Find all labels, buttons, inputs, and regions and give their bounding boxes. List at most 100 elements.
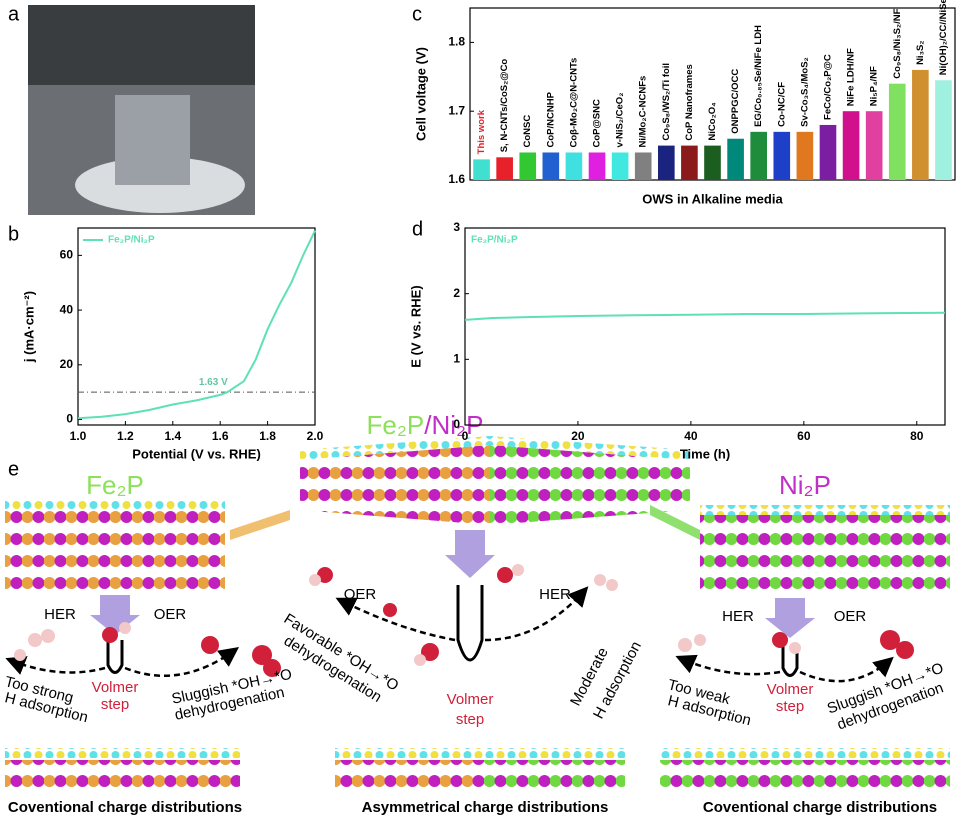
bar-label: Co-NC/CF [776,82,787,127]
bar-label: CoNSC [522,115,533,148]
bar [657,145,675,180]
fe2p-crystal [5,510,225,590]
ni2p-slab [660,760,950,794]
bar [473,159,490,180]
bar-label: EG/Co₀.₈₅Se/NiFe LDH [753,25,764,127]
y-tick-label: 0 [453,417,460,431]
path-curve [106,640,124,674]
charge-layer [660,748,950,758]
panel-label: e [8,458,19,480]
x-tick-label: 20 [571,429,585,443]
ni2p-crystal [490,445,690,525]
bar [912,69,929,180]
plot-frame [464,227,946,426]
panel-label: c [412,3,422,25]
charge-layer [5,748,240,758]
fe2p-crystal [300,445,490,525]
x-axis-title: OWS in Alkaline media [642,191,783,206]
bar-label: Ni₅P₄/NF [869,66,880,106]
bar [519,152,537,180]
oer-label: OER [834,608,867,625]
y-tick-label: 20 [60,357,74,371]
photo-bg [28,5,255,85]
y-tick-label: 0 [66,412,73,426]
y-axis-title: E (V vs. RHE) [408,285,423,367]
bar-label: S, N-CNTs/CoS₂@Co [499,59,510,153]
x-tick-label: 40 [684,429,698,443]
x-tick-label: 1.6 [212,429,229,443]
path-curve [781,643,799,677]
scheme-title: Ni₂P [779,470,831,500]
dashed-arrow [799,656,894,683]
panel-label: d [412,218,423,240]
bar [634,152,652,180]
cell [115,95,190,185]
volmer: step [456,711,484,728]
bar-label: Ni₃S₂ [915,40,926,64]
charge-layer [700,505,950,515]
x-tick-label: 60 [797,429,811,443]
volmer: step [101,696,129,713]
bar [681,145,698,180]
legend-entry: Fe₂P/Ni₂P [108,235,155,246]
her-label: HER [722,608,754,625]
link-arrow [650,505,700,540]
x-axis-title: Potential (V vs. RHE) [132,446,261,461]
charge-layer [300,436,690,460]
x-tick-label: 80 [910,429,924,443]
bar [565,152,583,180]
plot-frame [77,227,316,426]
y-tick-label: 1 [453,352,460,366]
bar [704,145,721,180]
scheme-title: Fe₂P [86,470,144,500]
bar-label: CoP Nanoframes [684,64,695,140]
legend-entry: Fe₂P/Ni₂P [471,235,518,246]
oer-label: OER [154,606,187,623]
dashed-arrow [5,656,106,675]
down-arrow [445,530,495,578]
title-part: Fe₂P [367,410,425,440]
y-tick-label: 1.7 [448,103,465,117]
caption: Coventional charge distributions [703,799,937,816]
volmer: step [776,698,804,715]
bar [888,83,906,180]
bar-label: Sv-Co₃S₄/MoS₂ [799,57,810,127]
caption: Coventional charge distributions [8,799,242,816]
dashed-arrow [675,654,781,676]
dashed-arrow [335,597,456,642]
bar-label: v-NiS₂/CeO₂ [615,93,626,148]
y-tick-label: 1.8 [448,35,465,49]
panel-label: b [8,223,19,245]
fe2p-slab [5,760,240,794]
x-tick-label: 2.0 [307,429,324,443]
bar-label: CoP@SNC [592,99,603,147]
x-axis-title: Time (h) [680,446,730,461]
y-axis-title: Cell voltage (V) [413,47,428,141]
y-tick-label: 1.6 [448,172,465,186]
link-arrow [230,510,290,540]
x-tick-label: 1.2 [117,429,134,443]
charge-layer [335,748,625,758]
bar [496,157,513,180]
bar [842,111,860,180]
data-line [77,230,316,420]
volmer: Volmer [767,681,814,698]
her-label: HER [539,586,571,603]
panel-label: a [8,3,20,25]
bar [611,152,629,180]
bar-label: Coβ-Mo₂C@N-CNTs [568,58,579,148]
dashed-arrow [484,586,589,642]
her-label: HER [44,606,76,623]
volmer: Volmer [92,679,139,696]
bar-label: This work [476,109,487,154]
ni2p-slab [480,760,625,794]
bar [796,131,814,180]
oer-label: OER [344,586,377,603]
x-tick-label: 1.0 [70,429,87,443]
bar-label: FeCo/Co₂P@C [822,54,833,120]
y-axis-title: j (mA·cm⁻²) [21,291,36,363]
bar [865,111,883,180]
bar-label: Co₉S₈/Ni₃S₂/NF [892,8,903,78]
bar [935,80,952,180]
